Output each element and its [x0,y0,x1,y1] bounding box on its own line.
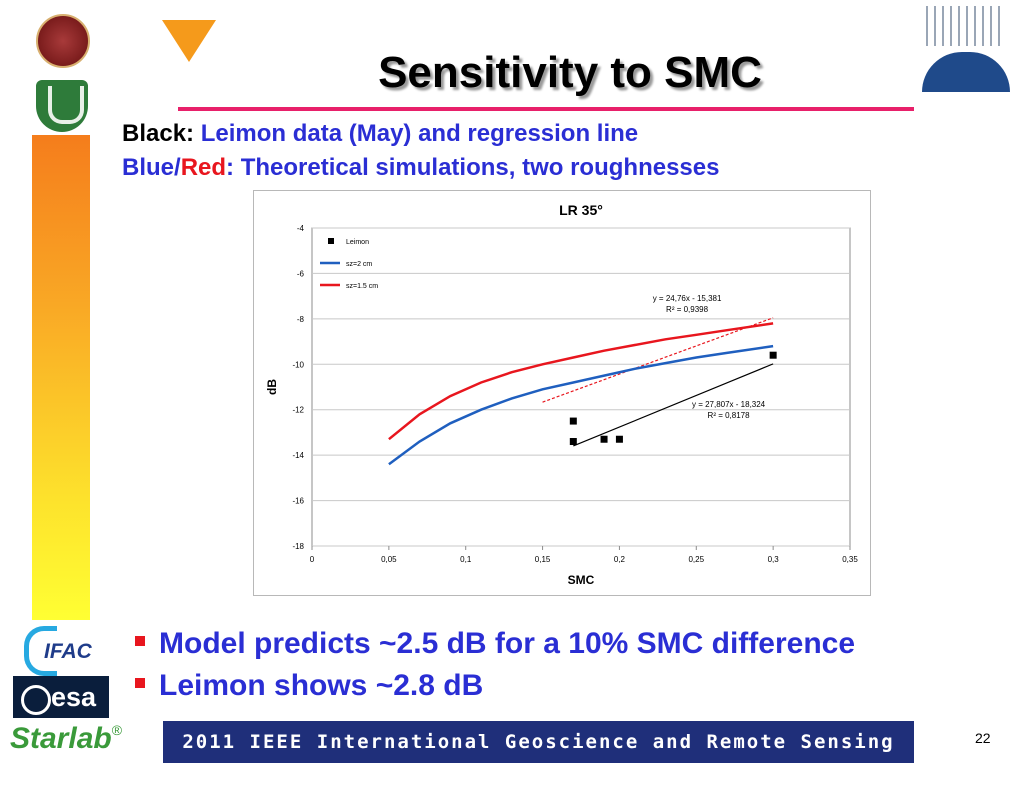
x-tick-label: 0,25 [688,555,704,564]
subtitle-line-2: Blue/Red: Theoretical simulations, two r… [122,154,719,182]
plot-area [311,227,851,547]
data-point [615,435,623,443]
ifac-logo-text: IFAC [44,640,92,663]
y-tick-label: -12 [292,406,304,415]
subtitle-red-label: Red [180,154,227,181]
page-number: 22 [975,730,991,746]
y-tick-label: -4 [297,224,305,233]
footer-banner: 2011 IEEE International Geoscience and R… [163,721,914,795]
starlab-logo: Starlab® [10,722,122,760]
y-tick-label: -6 [297,269,305,278]
series-line-2 [388,344,774,466]
x-tick-label: 0 [310,555,315,564]
regression-equation-2: y = 27,807x - 18,324 [692,400,766,409]
data-point [569,438,577,446]
esa-logo: esa [13,676,109,718]
legend-label-1: Leimon [346,239,369,246]
subtitle-black-text: Leimon data (May) and regression line [194,120,639,147]
regression-line-2 [573,363,774,447]
y-tick-label: -14 [292,451,304,460]
bullet-marker [135,678,145,689]
orange-triangle-icon [162,20,216,62]
subtitle-line2-text: : Theoretical simulations, two roughness… [226,154,720,181]
y-tick-label: -16 [292,497,304,506]
legend-label-2: sz=2 cm [346,261,372,268]
title-underline [178,107,914,111]
series-line-3 [388,322,774,441]
subtitle-line-1: Black: Leimon data (May) and regression … [122,120,638,148]
x-tick-label: 0,05 [381,555,397,564]
y-tick-label: -10 [292,360,304,369]
x-tick-label: 0,3 [768,555,780,564]
subtitle-black-label: Black: [122,120,195,147]
data-point [569,417,577,425]
regression-equation-1: y = 24,76x - 15,381 [653,294,722,303]
left-gradient-bar [32,135,90,620]
bullet-1: Model predicts ~2.5 dB for a 10% SMC dif… [135,627,855,661]
bullet-2: Leimon shows ~2.8 dB [135,669,483,703]
bullet-marker [135,636,145,647]
bullet-1-text: Model predicts ~2.5 dB for a 10% SMC dif… [159,627,856,660]
esa-logo-text: esa [51,682,97,712]
legend-marker-1 [328,238,334,244]
regression-r2-1: R² = 0,9398 [666,305,709,314]
university-seal-logo [36,14,90,68]
subtitle-slash: / [174,154,181,181]
chart-title: LR 35° [559,202,603,218]
data-point [600,435,608,443]
chart-svg: -4 -6 -8 -10 -12 -14 -16 -18 0 0,05 0,1 0,15 0,2 0,25… [265,202,858,587]
chart-frame: -4 -6 -8 -10 -12 -14 -16 -18 0 0,05 0,1 0,15 0,2 0,25… [253,190,871,596]
x-tick-label: 0,1 [460,555,472,564]
slide-title: Sensitivity to SMC [378,48,762,97]
x-tick-label: 0,2 [614,555,626,564]
subtitle-blue-label: Blue [122,154,175,181]
bullet-2-text: Leimon shows ~2.8 dB [159,669,484,702]
globe-logo [918,6,1014,92]
regression-r2-2: R² = 0,8178 [708,411,751,420]
starlab-logo-text: Starlab [10,722,112,755]
x-tick-label: 0,15 [535,555,551,564]
legend-label-3: sz=1.5 cm [346,283,378,290]
registered-mark: ® [111,722,123,738]
x-tick-label: 0,35 [842,555,858,564]
y-tick-label: -8 [297,315,305,324]
university-shield-logo [36,80,88,132]
y-tick-label: -18 [292,542,304,551]
y-axis-label: dB [265,379,279,395]
ifac-logo: IFAC [24,626,100,676]
data-point [769,351,777,359]
x-axis-label: SMC [568,573,595,587]
regression-line-1 [542,317,774,403]
